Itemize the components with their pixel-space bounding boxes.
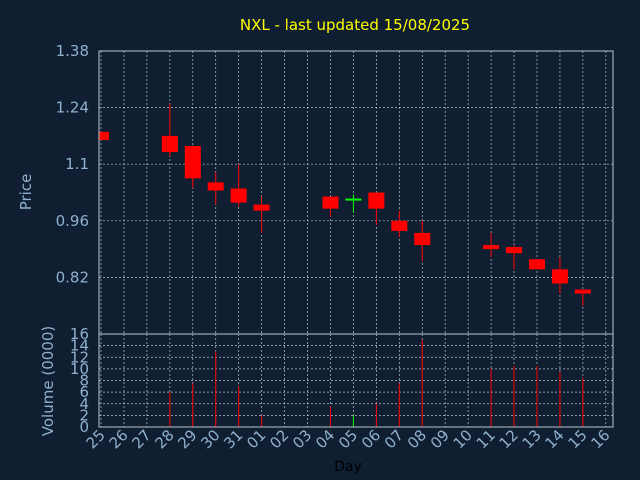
candle-body xyxy=(184,146,201,179)
volume-y-tick: 10 xyxy=(70,360,89,378)
volume-y-tick: 16 xyxy=(70,325,89,343)
x-axis-label: Day xyxy=(334,459,362,475)
candle-body xyxy=(253,204,270,211)
price-y-tick: 1.1 xyxy=(65,155,89,173)
volume-y-tick: 8 xyxy=(79,372,89,390)
price-candles xyxy=(99,103,591,306)
price-y-tick-labels: 1.38 1.24 1.1 0.96 0.82 xyxy=(56,42,89,286)
candle-body xyxy=(551,269,568,284)
price-axis-label: Price xyxy=(17,174,35,211)
candle-body xyxy=(414,232,431,246)
volume-y-tick: 2 xyxy=(79,406,89,424)
price-grid xyxy=(99,50,613,334)
volume-y-tick: 6 xyxy=(79,383,89,401)
candle-body xyxy=(506,247,523,254)
candle-body xyxy=(161,135,178,153)
candle-body xyxy=(345,198,362,201)
candle-body xyxy=(483,245,500,250)
candle-body xyxy=(230,188,247,203)
price-y-tick: 0.96 xyxy=(56,212,89,230)
candle-body xyxy=(368,192,385,209)
candle-body xyxy=(99,131,109,140)
volume-y-tick: 14 xyxy=(70,337,89,355)
price-y-tick: 1.38 xyxy=(56,42,89,60)
candle-body xyxy=(528,259,545,270)
volume-y-tick: 4 xyxy=(79,395,89,413)
chart-title: NXL - last updated 15/08/2025 xyxy=(240,16,470,34)
volume-bars xyxy=(169,339,584,427)
volume-axis-label: Volume (0000) xyxy=(39,326,57,436)
price-y-tick: 1.24 xyxy=(56,99,89,117)
volume-y-tick: 0 xyxy=(79,418,89,436)
candle-body xyxy=(207,182,224,191)
price-y-tick: 0.82 xyxy=(56,268,89,286)
x-tick-labels: 2526272829303101020304050607080910111213… xyxy=(83,426,614,452)
candle-body xyxy=(391,220,408,231)
volume-plot-frame xyxy=(98,333,614,428)
volume-y-tick: 12 xyxy=(70,348,89,366)
candle-body xyxy=(322,196,339,209)
candle-body xyxy=(574,289,591,294)
